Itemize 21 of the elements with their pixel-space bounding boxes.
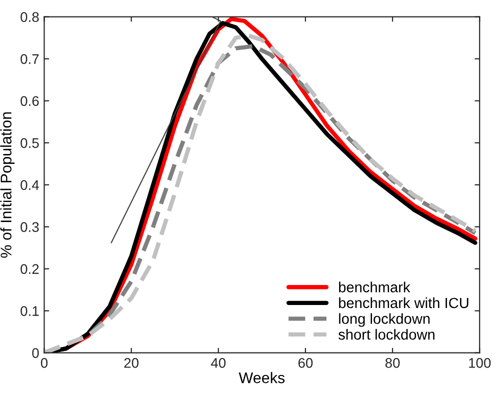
legend-label: long lockdown bbox=[339, 313, 430, 327]
y-tick-label: 0 bbox=[32, 348, 39, 358]
x-tick-label: 60 bbox=[298, 358, 313, 368]
legend-label: benchmark with ICU bbox=[339, 297, 468, 308]
x-axis-title: Weeks bbox=[238, 372, 285, 384]
x-tick-label: 0 bbox=[40, 358, 48, 368]
y-tick-label: 0.2 bbox=[20, 264, 39, 274]
x-tick-label: 100 bbox=[469, 358, 491, 368]
legend-label: short lockdown bbox=[338, 328, 434, 340]
y-tick-label: 0.1 bbox=[20, 306, 39, 316]
x-tick-label: 20 bbox=[124, 358, 138, 368]
y-tick-label: 0.5 bbox=[20, 138, 39, 148]
x-tick-label: 40 bbox=[210, 358, 226, 368]
y-tick-label: 0.3 bbox=[20, 222, 39, 232]
legend-label: benchmark bbox=[339, 282, 410, 292]
y-tick-label: 0.4 bbox=[20, 180, 39, 190]
y-tick-label: 0.7 bbox=[20, 54, 39, 64]
y-tick-label: 0.8 bbox=[20, 12, 39, 22]
x-tick-label: 80 bbox=[385, 358, 400, 368]
y-axis-title: % of Initial Population bbox=[0, 112, 15, 258]
y-tick-label: 0.6 bbox=[20, 96, 39, 106]
